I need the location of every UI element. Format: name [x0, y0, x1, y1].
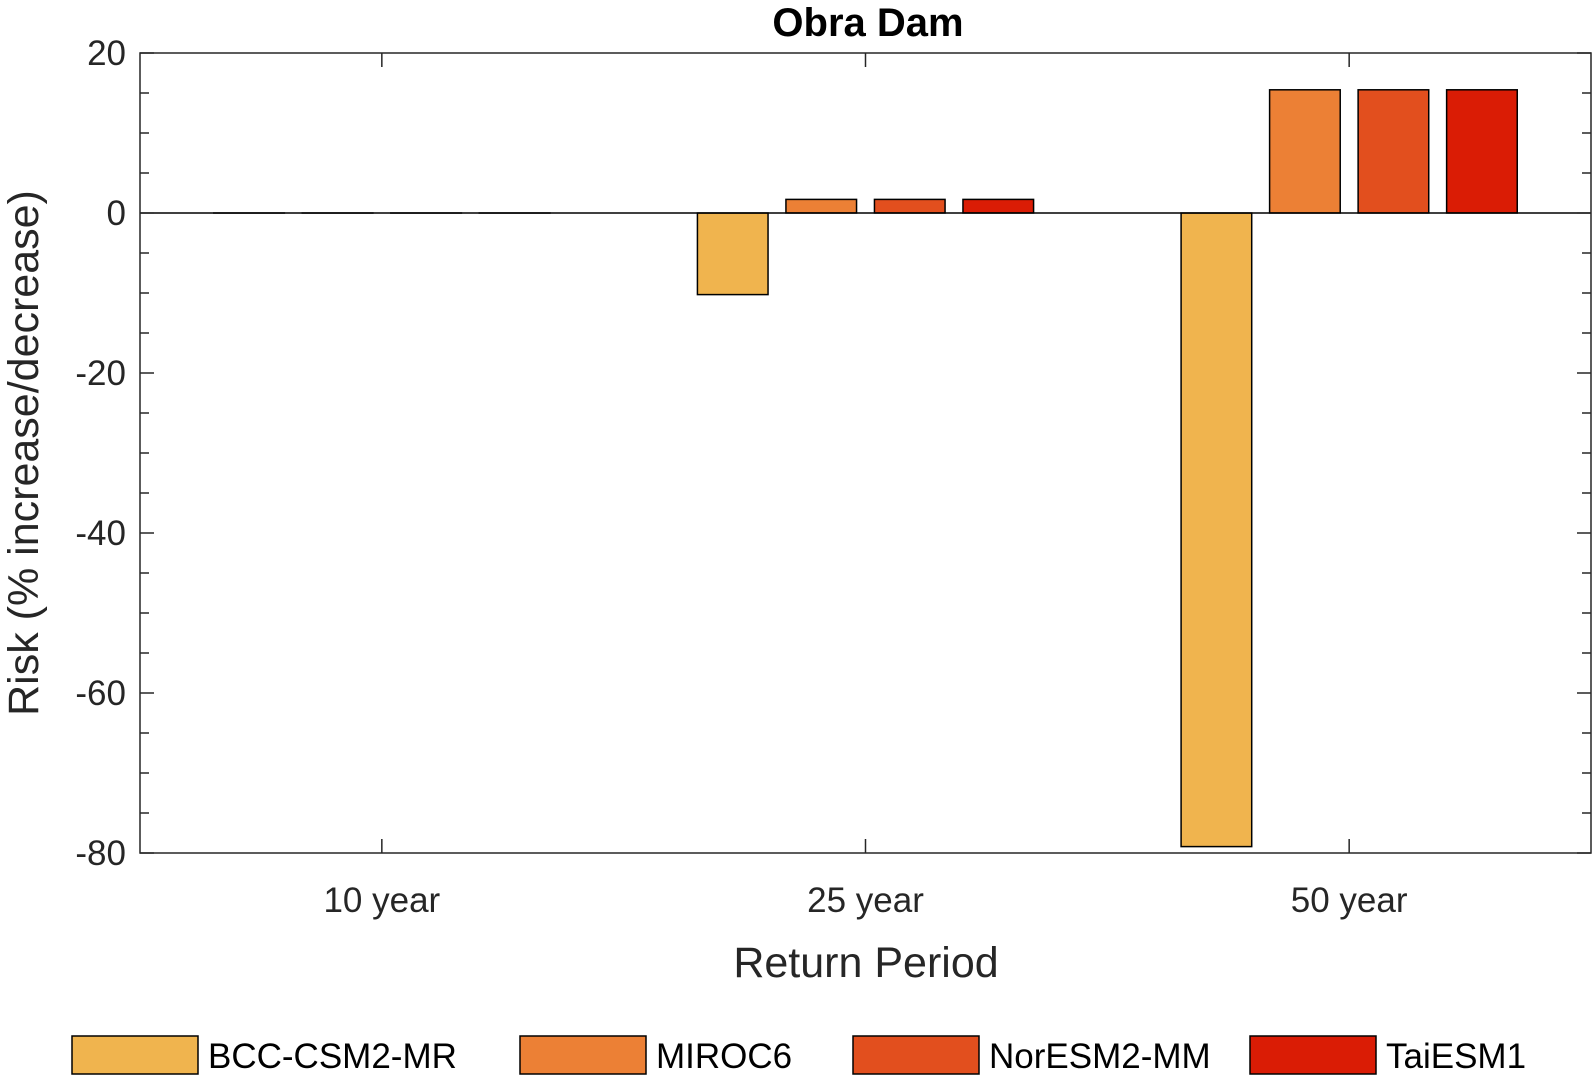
x-tick-label: 25 year — [807, 881, 924, 920]
bar — [696, 212, 769, 296]
bar — [962, 198, 1035, 214]
bar — [1445, 89, 1518, 214]
y-tick-label: -40 — [75, 514, 126, 553]
bar — [1180, 212, 1253, 848]
bar — [1357, 89, 1430, 214]
chart-title: Obra Dam — [772, 1, 963, 45]
legend-label: MIROC6 — [656, 1037, 792, 1076]
y-tick-label: -80 — [75, 834, 126, 873]
y-axis-label: Risk (% increase/decrease) — [0, 190, 48, 716]
x-tick-label: 50 year — [1291, 881, 1408, 920]
plot-area — [140, 53, 1591, 853]
legend-label: BCC-CSM2-MR — [208, 1037, 457, 1076]
y-tick-label: -20 — [75, 354, 126, 393]
legend-label: NorESM2-MM — [989, 1037, 1211, 1076]
bar — [873, 198, 946, 214]
legend-label: TaiESM1 — [1386, 1037, 1526, 1076]
bar — [785, 198, 858, 214]
legend-swatch — [71, 1035, 199, 1075]
x-axis-label: Return Period — [733, 939, 998, 987]
legend-swatch — [852, 1035, 980, 1075]
legend: BCC-CSM2-MR MIROC6 NorESM2-MM TaiESM1 — [71, 1035, 1526, 1076]
y-tick-label: 20 — [87, 34, 126, 73]
legend-swatch — [519, 1035, 647, 1075]
ticks: 20 0 -20 -40 -60 -80 10 year 25 year 50 year — [75, 34, 1591, 920]
y-tick-label: -60 — [75, 674, 126, 713]
bar — [1268, 89, 1341, 214]
y-tick-label: 0 — [107, 194, 126, 233]
legend-swatch — [1249, 1035, 1377, 1075]
x-tick-label: 10 year — [323, 881, 440, 920]
